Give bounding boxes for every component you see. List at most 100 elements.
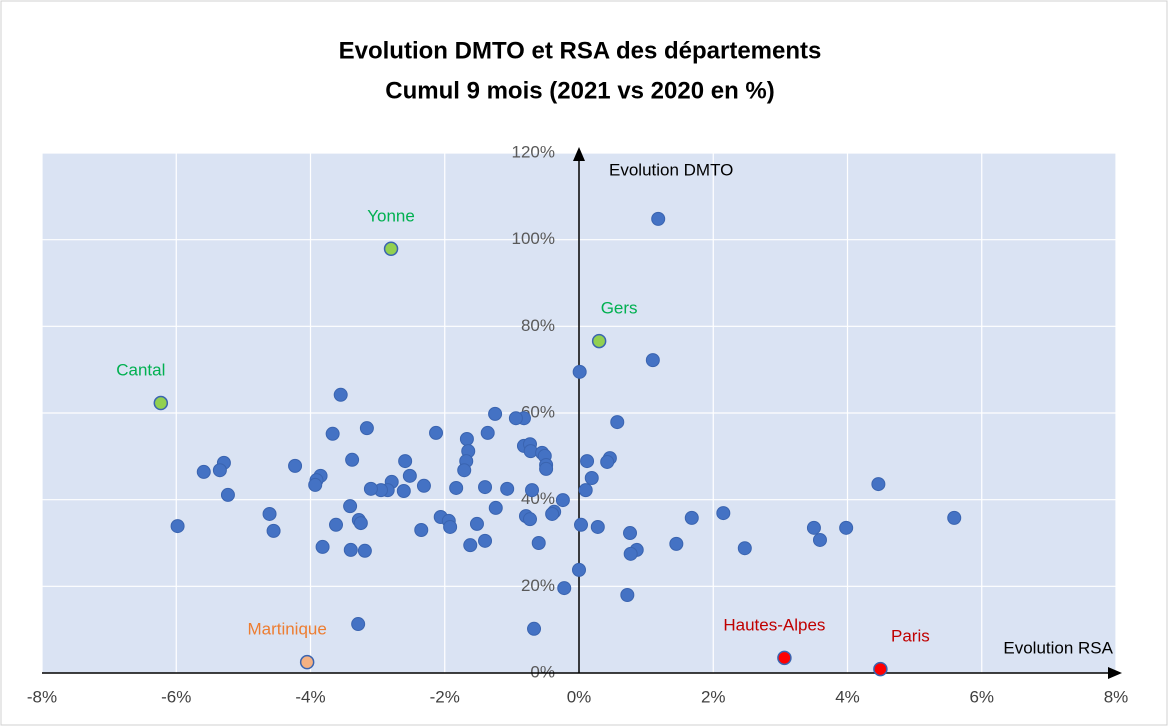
point: [572, 562, 586, 577]
y-tick-label: 0%: [530, 662, 555, 681]
point: [325, 426, 340, 441]
point: [572, 364, 587, 379]
point: [359, 421, 374, 436]
point: [812, 532, 827, 547]
point: [947, 510, 962, 525]
point: [545, 506, 560, 521]
point: [363, 481, 378, 496]
y-tick-label: 20%: [521, 576, 555, 595]
point: [343, 499, 358, 514]
y-axis-title: Evolution DMTO: [609, 160, 733, 179]
point: [449, 480, 464, 495]
point: [212, 463, 227, 478]
point: [527, 621, 542, 636]
point: [525, 483, 540, 498]
point: [443, 519, 458, 534]
point: [669, 536, 684, 551]
x-axis-arrow: [1108, 667, 1122, 679]
point: [806, 520, 821, 535]
point: [345, 452, 360, 467]
point-label: Yonne: [367, 206, 415, 225]
x-tick-label: 4%: [835, 687, 860, 706]
point: [651, 211, 666, 226]
chart-title: Evolution DMTO et RSA des départements: [339, 37, 822, 64]
point: [220, 487, 235, 502]
point: [645, 353, 660, 368]
point: [522, 512, 537, 527]
point: [414, 523, 429, 537]
point: [429, 425, 444, 440]
highlight-point: [299, 654, 315, 670]
point: [488, 406, 503, 421]
highlight-point: [383, 241, 399, 257]
point: [500, 481, 515, 496]
point: [590, 519, 605, 534]
point: [623, 546, 638, 561]
point: [478, 533, 493, 548]
point: [459, 432, 474, 446]
point: [351, 617, 366, 632]
x-tick-label: -6%: [161, 687, 191, 706]
y-tick-label: 100%: [512, 229, 555, 248]
point: [839, 520, 854, 535]
y-axis-arrow: [573, 147, 585, 161]
point: [574, 517, 589, 532]
point: [457, 463, 472, 478]
point-label: Martinique: [247, 620, 326, 639]
point: [523, 444, 538, 459]
point: [620, 588, 635, 602]
point-label: Paris: [891, 627, 930, 646]
point: [262, 506, 277, 521]
point: [578, 483, 593, 498]
x-tick-label: 8%: [1104, 687, 1129, 706]
point: [488, 500, 503, 515]
y-tick-label: 80%: [521, 316, 555, 335]
point: [737, 541, 752, 556]
point: [266, 523, 281, 538]
x-tick-label: 6%: [969, 687, 994, 706]
y-tick-label: 120%: [512, 142, 555, 161]
point: [416, 478, 431, 493]
x-tick-label: 0%: [567, 687, 592, 706]
point: [716, 506, 731, 521]
point: [508, 411, 523, 426]
point: [557, 581, 572, 596]
point: [623, 526, 638, 541]
point: [580, 454, 595, 469]
x-tick-label: -8%: [27, 687, 57, 706]
point: [329, 517, 344, 532]
point: [398, 454, 413, 469]
point: [396, 484, 411, 498]
point: [684, 510, 699, 525]
point: [196, 464, 211, 479]
x-tick-label: -2%: [430, 687, 460, 706]
x-tick-label: 2%: [701, 687, 726, 706]
point: [463, 538, 478, 553]
point: [584, 471, 599, 485]
point: [343, 542, 358, 557]
point: [315, 539, 330, 554]
highlight-point: [153, 395, 169, 411]
x-axis-title: Evolution RSA: [1003, 638, 1113, 657]
point: [480, 425, 495, 440]
highlight-point: [777, 650, 792, 666]
point: [539, 461, 554, 476]
point: [600, 454, 615, 469]
point-label: Gers: [601, 299, 638, 318]
point: [469, 516, 484, 531]
point: [333, 387, 348, 402]
point: [478, 480, 493, 495]
chart-subtitle: Cumul 9 mois (2021 vs 2020 en %): [385, 77, 775, 104]
x-tick-label: -4%: [295, 687, 325, 706]
point: [308, 477, 323, 492]
point: [402, 468, 417, 483]
point-label: Hautes-Alpes: [723, 615, 825, 634]
point: [871, 477, 886, 492]
point: [610, 415, 625, 430]
point: [353, 516, 368, 531]
point: [357, 543, 372, 558]
point-label: Cantal: [116, 361, 165, 380]
point: [288, 458, 303, 473]
